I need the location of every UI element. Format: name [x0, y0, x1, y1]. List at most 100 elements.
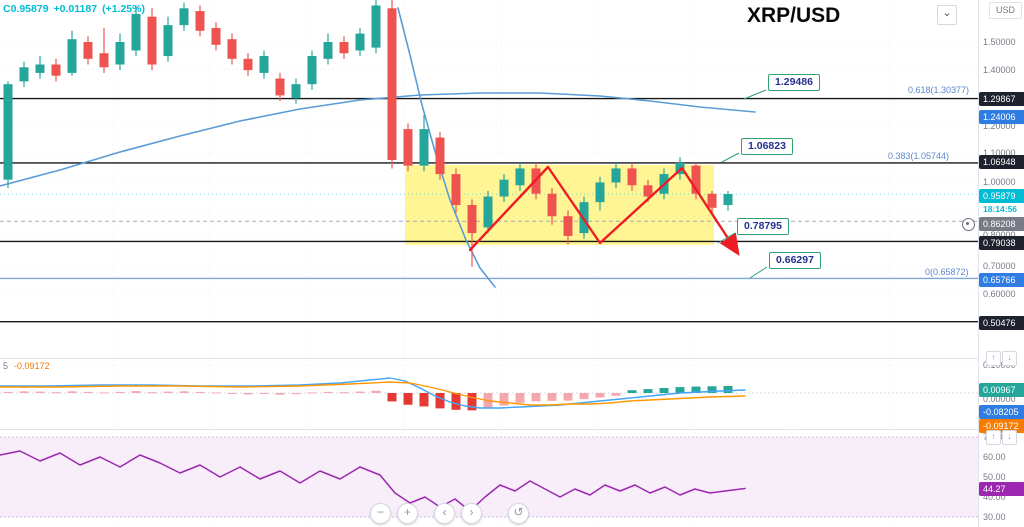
- pane-separator[interactable]: [0, 429, 1024, 430]
- candle-body: [19, 67, 29, 82]
- candle-body: [115, 42, 125, 65]
- macd-histogram-bar: [499, 393, 509, 406]
- candle-body: [259, 56, 269, 73]
- price-callout[interactable]: 1.29486: [768, 74, 820, 91]
- axis-price-badge: 1.06948: [979, 155, 1024, 169]
- macd-histogram-bar: [211, 392, 221, 394]
- macd-histogram-bar: [659, 387, 669, 393]
- callout-pointer: [717, 232, 736, 244]
- price-chart-canvas[interactable]: [0, 0, 978, 527]
- macd-histogram-bar: [515, 393, 525, 403]
- macd-histogram-bar: [179, 391, 189, 393]
- axis-price-badge: 0.79038: [979, 236, 1024, 250]
- scroll-right-button[interactable]: ›: [461, 503, 482, 524]
- axis-price-badge: 0.65766: [979, 273, 1024, 287]
- candle-body: [419, 129, 429, 166]
- macd-histogram-bar: [99, 392, 109, 394]
- pane-separator[interactable]: [0, 358, 1024, 359]
- reset-view-button[interactable]: ↺: [508, 503, 529, 524]
- candle-body: [83, 42, 93, 59]
- price-callout[interactable]: 0.78795: [737, 218, 789, 235]
- macd-histogram-bar: [611, 393, 621, 396]
- callout-pointer: [749, 266, 768, 279]
- macd-histogram-bar: [147, 392, 157, 394]
- macd-histogram-bar: [643, 389, 653, 393]
- candle-body: [483, 196, 493, 228]
- macd-histogram-bar: [419, 393, 429, 407]
- axis-price-badge: -0.08205: [979, 405, 1024, 419]
- macd-histogram-bar: [531, 393, 541, 402]
- currency-label[interactable]: USD: [989, 2, 1022, 19]
- candle-body: [371, 5, 381, 48]
- macd-histogram-bar: [35, 391, 45, 393]
- axis-tick: 50.00: [983, 472, 1006, 482]
- macd-histogram-bar: [627, 390, 637, 393]
- macd-histogram-bar: [67, 391, 77, 393]
- price-line-icon[interactable]: [962, 218, 975, 231]
- axis-price-badge: 1.29867: [979, 92, 1024, 106]
- candle-body: [339, 42, 349, 54]
- macd-histogram-bar: [115, 391, 125, 393]
- macd-histogram-bar: [3, 391, 13, 393]
- axis-price-badge: 0.00967: [979, 383, 1024, 397]
- macd-histogram-bar: [131, 391, 141, 393]
- zoom-in-button[interactable]: +: [397, 503, 418, 524]
- macd-histogram-bar: [163, 391, 173, 393]
- macd-histogram-bar: [275, 393, 285, 395]
- rsi-band: [0, 437, 978, 517]
- fib-level-label: 0.618(1.30377): [908, 85, 970, 95]
- candle-body: [403, 129, 413, 166]
- macd-histogram-bar: [579, 393, 589, 400]
- macd-legend: 5 -0.09172: [3, 361, 50, 371]
- candle-body: [179, 8, 189, 26]
- candle-body: [307, 56, 317, 85]
- pane-down-button[interactable]: ↓: [1002, 430, 1017, 445]
- axis-price-badge: 44.27: [979, 482, 1024, 496]
- candle-body: [147, 16, 157, 65]
- axis-tick: 1.10000: [983, 148, 1016, 158]
- price-callout[interactable]: 1.06823: [741, 138, 793, 155]
- fib-level-label: 0(0.65872): [925, 267, 969, 277]
- macd-histogram-bar: [403, 393, 413, 405]
- candle-body: [291, 84, 301, 99]
- pane-up-button[interactable]: ↑: [986, 351, 1001, 366]
- candle-body: [131, 13, 141, 51]
- candle-body: [195, 11, 205, 31]
- macd-legend-prefix: 5: [3, 361, 9, 371]
- candle-body: [515, 168, 525, 186]
- macd-histogram-bar: [195, 391, 205, 393]
- candle-body: [387, 8, 397, 161]
- macd-histogram-bar: [451, 393, 461, 410]
- axis-tick: 30.00: [983, 512, 1006, 522]
- scroll-left-button[interactable]: ‹: [434, 503, 455, 524]
- callout-pointer: [743, 89, 767, 100]
- macd-histogram-bar: [435, 393, 445, 409]
- pane-up-button[interactable]: ↑: [986, 430, 1001, 445]
- macd-histogram-bar: [691, 386, 701, 393]
- pane-down-button[interactable]: ↓: [1002, 351, 1017, 366]
- macd-histogram-bar: [723, 386, 733, 393]
- candle-body: [643, 185, 653, 197]
- macd-histogram-bar: [307, 392, 317, 394]
- ma-line: [397, 7, 496, 288]
- axis-tick: 40.00: [983, 492, 1006, 502]
- macd-histogram-bar: [547, 393, 557, 401]
- legend-close: C0.95879: [3, 3, 49, 15]
- fib-level-label: 0.383(1.05744): [888, 151, 950, 161]
- axis-tick: 1.00000: [983, 177, 1016, 187]
- macd-histogram-bar: [675, 387, 685, 393]
- macd-histogram-bar: [595, 393, 605, 398]
- candle-body: [691, 165, 701, 194]
- price-axis[interactable]: 1.500001.400001.200001.100001.000000.900…: [978, 0, 1024, 527]
- axis-price-badge: 0.50476: [979, 316, 1024, 330]
- axis-price-badge: -0.09172: [979, 419, 1024, 433]
- chevron-down-icon[interactable]: ⌄: [937, 5, 957, 25]
- zoom-out-button[interactable]: −: [370, 503, 391, 524]
- candle-body: [355, 33, 365, 51]
- macd-histogram-bar: [355, 391, 365, 393]
- price-callout[interactable]: 0.66297: [769, 252, 821, 269]
- macd-histogram-bar: [51, 392, 61, 394]
- candle-body: [707, 193, 717, 208]
- macd-histogram-bar: [563, 393, 573, 401]
